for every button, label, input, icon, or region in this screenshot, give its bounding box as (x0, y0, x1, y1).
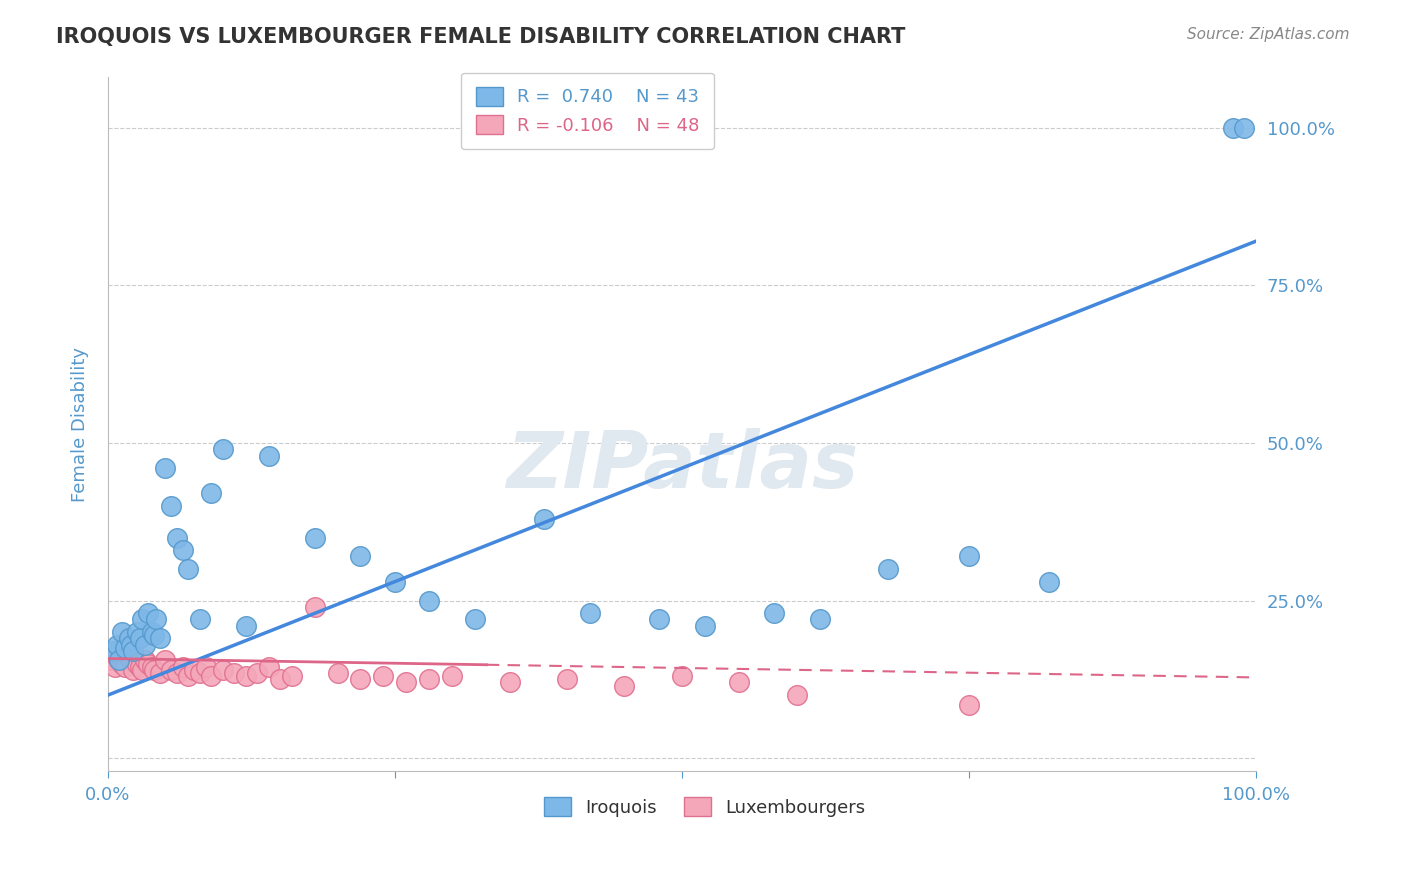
Point (134, 638, 156, 652)
Point (613, 679, 636, 693)
Point (101, 650, 124, 665)
Point (211, 663, 233, 677)
Point (160, 663, 183, 677)
Point (131, 663, 153, 677)
Legend: Iroquois, Luxembourgers: Iroquois, Luxembourgers (537, 790, 873, 824)
Point (160, 499, 183, 513)
Point (418, 593, 440, 607)
Point (131, 612, 153, 626)
Point (177, 562, 200, 576)
Point (257, 449, 280, 463)
Point (877, 562, 900, 576)
Point (136, 606, 159, 620)
Point (141, 625, 163, 640)
Point (349, 673, 371, 687)
Point (122, 663, 145, 677)
Point (149, 632, 172, 646)
Point (235, 669, 257, 683)
Point (129, 659, 152, 673)
Point (384, 574, 406, 589)
Point (166, 531, 188, 545)
Point (108, 653, 131, 667)
Point (125, 625, 148, 640)
Point (114, 659, 136, 673)
Point (957, 549, 980, 564)
Point (136, 657, 159, 671)
Point (105, 638, 128, 652)
Point (183, 663, 205, 677)
Point (111, 657, 134, 671)
Point (441, 669, 464, 683)
Point (111, 625, 134, 640)
Point (269, 673, 291, 687)
Point (762, 606, 785, 620)
Point (149, 665, 172, 680)
Point (122, 644, 145, 658)
Point (349, 549, 371, 564)
Point (326, 665, 349, 680)
Point (671, 669, 693, 683)
Point (304, 531, 326, 545)
Point (194, 659, 217, 673)
Point (200, 669, 222, 683)
Point (120, 653, 142, 667)
Point (257, 659, 280, 673)
Point (395, 675, 418, 690)
Text: ZIPatlas: ZIPatlas (506, 427, 858, 504)
Point (103, 644, 125, 658)
Point (246, 665, 269, 680)
Point (117, 650, 139, 665)
Point (98, 653, 121, 667)
Point (166, 665, 188, 680)
Point (108, 653, 131, 667)
Point (114, 640, 136, 655)
Point (155, 461, 177, 475)
Point (117, 632, 139, 646)
Point (579, 606, 602, 620)
Point (141, 659, 163, 673)
Point (498, 675, 520, 690)
Point (224, 665, 246, 680)
Point (693, 619, 716, 633)
Point (957, 698, 980, 712)
Point (142, 628, 165, 642)
Y-axis label: Female Disability: Female Disability (72, 347, 89, 501)
Point (304, 599, 326, 614)
Point (1038, 574, 1060, 589)
Point (555, 673, 578, 687)
Point (808, 612, 831, 626)
Point (200, 486, 222, 500)
Point (125, 657, 148, 671)
Point (172, 659, 194, 673)
Text: IROQUOIS VS LUXEMBOURGER FEMALE DISABILITY CORRELATION CHART: IROQUOIS VS LUXEMBOURGER FEMALE DISABILI… (56, 27, 905, 46)
Point (418, 673, 440, 687)
Point (648, 612, 671, 626)
Point (1222, 120, 1244, 135)
Point (533, 511, 555, 525)
Point (1233, 120, 1256, 135)
Point (172, 543, 194, 558)
Point (728, 675, 751, 690)
Point (786, 688, 808, 702)
Point (373, 669, 395, 683)
Point (142, 663, 165, 677)
Point (105, 650, 128, 665)
Point (155, 653, 177, 667)
Point (129, 632, 152, 646)
Point (235, 619, 257, 633)
Point (211, 442, 233, 457)
Text: Source: ZipAtlas.com: Source: ZipAtlas.com (1187, 27, 1350, 42)
Point (188, 665, 211, 680)
Point (145, 612, 167, 626)
Point (120, 638, 142, 652)
Point (280, 669, 302, 683)
Point (177, 669, 200, 683)
Point (188, 612, 211, 626)
Point (104, 659, 127, 673)
Point (464, 612, 486, 626)
Point (134, 653, 156, 667)
